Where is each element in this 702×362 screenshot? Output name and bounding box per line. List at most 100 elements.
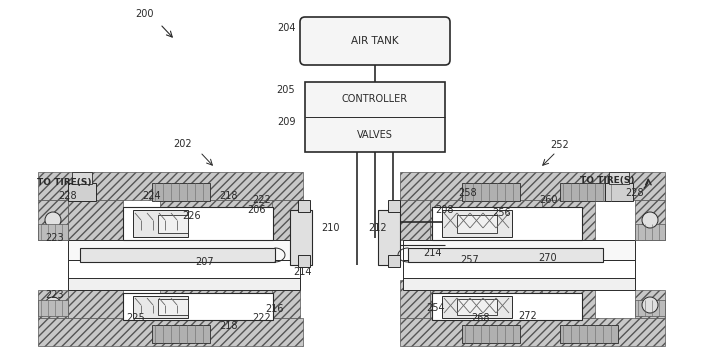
Bar — [432, 207, 582, 240]
Bar — [38, 172, 303, 200]
Text: TO TIRE(S): TO TIRE(S) — [581, 176, 635, 185]
Bar — [80, 248, 275, 262]
Circle shape — [642, 297, 658, 313]
Bar — [400, 172, 665, 200]
Bar — [133, 210, 188, 237]
Bar — [68, 290, 123, 318]
Bar — [400, 280, 430, 318]
Bar — [388, 255, 400, 267]
Bar — [430, 200, 542, 240]
Bar — [68, 260, 300, 280]
Text: 254: 254 — [427, 303, 445, 313]
Bar — [68, 183, 96, 201]
Bar — [408, 248, 603, 262]
Text: 204: 204 — [277, 23, 296, 33]
Text: 216: 216 — [266, 304, 284, 314]
Bar — [152, 325, 210, 343]
Bar — [158, 215, 188, 233]
Bar — [462, 325, 520, 343]
Bar — [442, 210, 512, 237]
Bar — [442, 296, 512, 318]
Bar — [68, 240, 300, 260]
Bar — [462, 183, 520, 201]
Bar — [152, 183, 210, 201]
Text: 208: 208 — [435, 205, 453, 215]
Text: 228: 228 — [625, 188, 644, 198]
Text: 256: 256 — [493, 208, 511, 218]
Bar — [635, 290, 665, 318]
Text: 223: 223 — [46, 290, 65, 300]
Bar — [605, 183, 633, 201]
Text: 212: 212 — [369, 223, 388, 233]
Text: AIR TANK: AIR TANK — [351, 36, 399, 46]
Text: 260: 260 — [538, 195, 557, 205]
Text: 206: 206 — [246, 205, 265, 215]
Text: 202: 202 — [173, 139, 192, 149]
Bar — [560, 183, 618, 201]
Bar — [68, 278, 300, 290]
Text: 218: 218 — [219, 321, 237, 331]
Bar — [38, 300, 68, 316]
Bar — [635, 224, 665, 240]
Bar — [270, 280, 300, 318]
Bar — [432, 293, 582, 320]
Bar — [68, 200, 123, 240]
Circle shape — [45, 212, 61, 228]
Text: 258: 258 — [458, 188, 477, 198]
Text: 214: 214 — [423, 248, 442, 258]
Text: VALVES: VALVES — [357, 130, 393, 139]
Bar — [403, 278, 635, 290]
Text: 222: 222 — [253, 313, 272, 323]
Text: 225: 225 — [126, 313, 145, 323]
Text: 252: 252 — [550, 140, 569, 150]
Bar — [133, 296, 188, 318]
Text: 272: 272 — [519, 311, 537, 321]
Text: TO TIRE(S): TO TIRE(S) — [37, 178, 91, 188]
Bar — [160, 288, 272, 318]
Text: 205: 205 — [277, 85, 296, 95]
Bar — [635, 300, 665, 316]
Bar — [38, 224, 68, 240]
Bar — [560, 325, 618, 343]
Bar — [38, 290, 68, 318]
Bar — [298, 255, 310, 267]
Text: 226: 226 — [183, 211, 201, 221]
Bar — [72, 172, 92, 184]
Text: 222: 222 — [253, 195, 272, 205]
Bar — [160, 200, 272, 240]
Text: 200: 200 — [135, 9, 153, 19]
Bar — [635, 200, 665, 240]
Bar — [400, 318, 665, 346]
Bar — [38, 200, 68, 240]
Bar — [457, 215, 497, 233]
Bar — [298, 200, 310, 212]
Text: 209: 209 — [277, 117, 296, 127]
Bar — [38, 318, 303, 346]
Bar — [403, 260, 635, 280]
Text: 270: 270 — [538, 253, 557, 263]
Text: 214: 214 — [293, 267, 311, 277]
Text: 228: 228 — [59, 191, 77, 201]
Bar — [430, 288, 542, 318]
Bar — [540, 200, 595, 240]
Text: 218: 218 — [219, 191, 237, 201]
Bar — [123, 207, 273, 240]
Bar — [290, 210, 312, 265]
Text: CONTROLLER: CONTROLLER — [342, 94, 408, 105]
Bar — [388, 200, 400, 212]
Text: 223: 223 — [46, 233, 65, 243]
Text: 224: 224 — [143, 191, 161, 201]
Text: 207: 207 — [196, 257, 214, 267]
Circle shape — [642, 212, 658, 228]
Bar — [270, 200, 300, 240]
Bar — [378, 210, 400, 265]
Bar — [540, 290, 595, 318]
Bar — [400, 200, 430, 240]
Bar — [403, 240, 635, 260]
Text: 268: 268 — [472, 313, 490, 323]
Bar — [158, 299, 188, 315]
Text: 257: 257 — [461, 255, 479, 265]
Bar — [123, 293, 273, 320]
Bar — [609, 172, 629, 184]
Text: 210: 210 — [322, 223, 340, 233]
